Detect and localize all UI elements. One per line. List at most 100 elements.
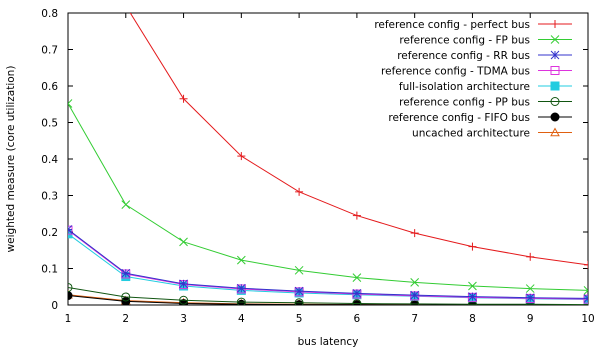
series-line <box>68 295 588 305</box>
data-point <box>410 229 419 238</box>
x-tick-label: 6 <box>354 313 361 325</box>
data-point <box>68 225 73 235</box>
data-point <box>179 94 188 103</box>
data-point <box>122 2 130 10</box>
legend-item: reference config - PP bus <box>399 97 572 109</box>
data-point <box>352 211 361 220</box>
data-point <box>179 295 189 305</box>
data-point <box>236 255 246 265</box>
data-point <box>236 283 246 293</box>
y-tick-label: 0.3 <box>41 191 58 203</box>
x-tick-label: 9 <box>527 313 534 325</box>
data-point <box>179 237 188 247</box>
legend-label: full-isolation architecture <box>399 81 530 93</box>
legend-label: reference config - PP bus <box>399 97 530 109</box>
data-point <box>352 299 362 305</box>
data-point <box>121 200 131 209</box>
data-point <box>121 268 131 278</box>
data-point <box>468 242 477 251</box>
legend-swatch-marker <box>550 81 560 91</box>
legend-label: reference config - TDMA bus <box>381 66 530 78</box>
data-point <box>121 292 131 302</box>
data-point <box>583 286 588 295</box>
data-point <box>584 260 588 269</box>
series-line <box>68 103 588 291</box>
legend-item: reference config - RR bus <box>397 50 572 62</box>
x-tick-label: 2 <box>122 313 129 325</box>
series-line <box>68 233 588 301</box>
data-point <box>583 294 588 303</box>
data-point <box>294 265 304 275</box>
data-point <box>468 292 477 301</box>
data-point <box>410 300 420 305</box>
series-line <box>68 229 588 299</box>
data-point <box>525 293 535 303</box>
legend-swatch-marker <box>550 127 560 137</box>
y-tick-label: 0.8 <box>41 8 58 20</box>
data-point <box>410 290 420 300</box>
legend-item: reference config - FIFO bus <box>388 112 572 124</box>
legend-item: reference config - TDMA bus <box>381 66 572 78</box>
x-axis-label: bus latency <box>298 336 359 348</box>
legend-swatch-marker <box>550 66 560 75</box>
legend-swatch-marker <box>550 50 560 60</box>
x-tick-label: 10 <box>581 313 594 325</box>
y-axis-label: weighted measure (core utilization) <box>5 66 17 253</box>
legend-label: uncached architecture <box>412 128 530 140</box>
data-point <box>294 298 304 305</box>
legend-item: full-isolation architecture <box>399 81 572 93</box>
data-point <box>68 225 73 234</box>
legend-label: reference config - FIFO bus <box>388 112 530 124</box>
data-point <box>583 300 588 305</box>
legend-swatch-marker <box>550 35 560 44</box>
y-tick-label: 0.7 <box>41 45 58 57</box>
data-point <box>295 187 304 196</box>
data-point <box>352 288 362 298</box>
data-point <box>294 286 304 296</box>
data-point <box>525 284 535 293</box>
data-point <box>526 252 535 261</box>
x-tick-label: 3 <box>180 313 187 325</box>
y-tick-label: 0 <box>51 300 58 312</box>
legend-label: reference config - RR bus <box>397 50 530 62</box>
data-point <box>179 279 188 289</box>
data-point <box>236 297 246 305</box>
series-line <box>68 229 588 300</box>
data-point <box>352 300 362 305</box>
data-point <box>410 278 420 287</box>
series-line <box>129 13 588 266</box>
y-tick-label: 0.5 <box>41 118 58 130</box>
y-tick-label: 0.6 <box>41 81 58 93</box>
legend-swatch-marker <box>551 20 559 28</box>
x-tick-label: 8 <box>469 313 476 325</box>
data-point <box>294 300 304 305</box>
series-3 <box>68 225 588 304</box>
data-point <box>68 99 73 108</box>
legend-label: reference config - FP bus <box>399 35 530 47</box>
data-point <box>583 294 588 304</box>
series-line <box>68 286 588 305</box>
data-point <box>352 273 362 282</box>
y-tick-label: 0.1 <box>41 264 58 276</box>
series-1 <box>68 99 588 295</box>
legend: reference config - perfect bus reference … <box>374 19 572 140</box>
series-0 <box>122 2 588 269</box>
x-tick-label: 4 <box>238 313 245 325</box>
x-tick-label: 5 <box>296 313 303 325</box>
y-tick-label: 0.2 <box>41 227 58 239</box>
legend-item: reference config - perfect bus <box>374 19 572 31</box>
series-layer <box>68 2 588 305</box>
legend-label: reference config - perfect bus <box>374 19 530 31</box>
data-point <box>236 299 246 305</box>
x-tick-label: 1 <box>65 313 72 325</box>
data-point <box>68 291 73 301</box>
legend-swatch-marker <box>550 97 560 106</box>
legend-item: uncached architecture <box>412 127 572 140</box>
data-point <box>237 152 246 161</box>
series-5 <box>68 282 588 305</box>
legend-item: reference config - FP bus <box>399 35 572 47</box>
legend-swatch-marker <box>550 112 560 122</box>
data-point <box>468 281 477 291</box>
